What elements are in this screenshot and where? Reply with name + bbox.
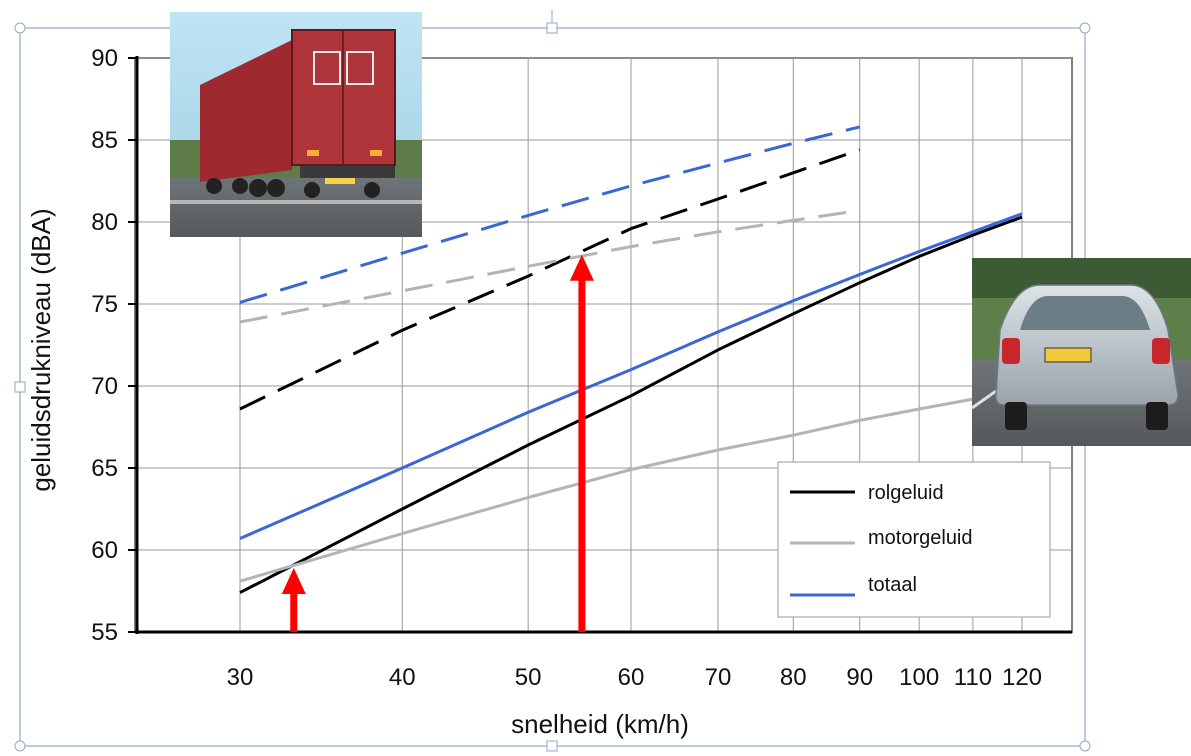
resize-handle[interactable] xyxy=(1079,22,1091,34)
series-line-motorgeluid-vrachtwagen xyxy=(239,209,860,324)
series-line-rolgeluid-personenauto xyxy=(239,215,1023,594)
legend-label-motorgeluid: motorgeluid xyxy=(868,527,973,549)
x-tick-label: 100 xyxy=(899,664,939,691)
x-tick-label: 70 xyxy=(705,664,732,691)
legend-label-rolgeluid: rolgeluid xyxy=(868,482,944,504)
y-tick-label: 85 xyxy=(91,127,118,154)
resize-handle[interactable] xyxy=(14,381,26,393)
y-tick-label: 55 xyxy=(91,619,118,646)
y-tick-label: 70 xyxy=(91,373,118,400)
x-tick-label: 40 xyxy=(389,664,416,691)
x-tick-label: 80 xyxy=(780,664,807,691)
y-tick-label: 90 xyxy=(91,45,118,72)
legend-label-totaal: totaal xyxy=(868,574,917,596)
resize-handle[interactable] xyxy=(1079,740,1091,752)
y-tick-label: 65 xyxy=(91,455,118,482)
series-line-motorgeluid-personenauto xyxy=(239,389,1023,583)
series-line-totaal-personenauto xyxy=(239,212,1023,540)
x-tick-label: 120 xyxy=(1002,664,1042,691)
x-tick-label: 90 xyxy=(846,664,873,691)
series-layer xyxy=(239,125,1023,594)
resize-handle[interactable] xyxy=(546,740,558,752)
red-arrow-head xyxy=(281,568,306,595)
y-tick-label: 80 xyxy=(91,209,118,236)
car-photo[interactable] xyxy=(971,258,1191,446)
series-line-rolgeluid-vrachtwagen xyxy=(239,148,861,411)
resize-handle[interactable] xyxy=(14,22,26,34)
x-axis-title: snelheid (km/h) xyxy=(511,709,689,739)
red-arrow-head xyxy=(569,254,594,281)
y-axis-title: geluidsdrukniveau (dBA) xyxy=(26,208,56,491)
legend: rolgeluid motorgeluid totaal xyxy=(777,461,1051,618)
resize-handle[interactable] xyxy=(14,740,26,752)
y-tick-label: 75 xyxy=(91,291,118,318)
red-arrows xyxy=(281,254,594,632)
x-tick-label: 30 xyxy=(227,664,254,691)
x-tick-label: 110 xyxy=(954,664,992,691)
y-tick-labels: 55 60 65 70 75 80 85 90 xyxy=(91,45,137,646)
x-tick-labels: 30 40 50 60 70 80 90 100 110 120 xyxy=(227,664,1042,691)
series-line-totaal-vrachtwagen xyxy=(239,125,861,304)
y-tick-label: 60 xyxy=(91,537,118,564)
x-tick-label: 50 xyxy=(515,664,542,691)
x-tick-label: 60 xyxy=(618,664,645,691)
truck-photo[interactable] xyxy=(170,12,422,237)
resize-handle[interactable] xyxy=(546,22,558,34)
